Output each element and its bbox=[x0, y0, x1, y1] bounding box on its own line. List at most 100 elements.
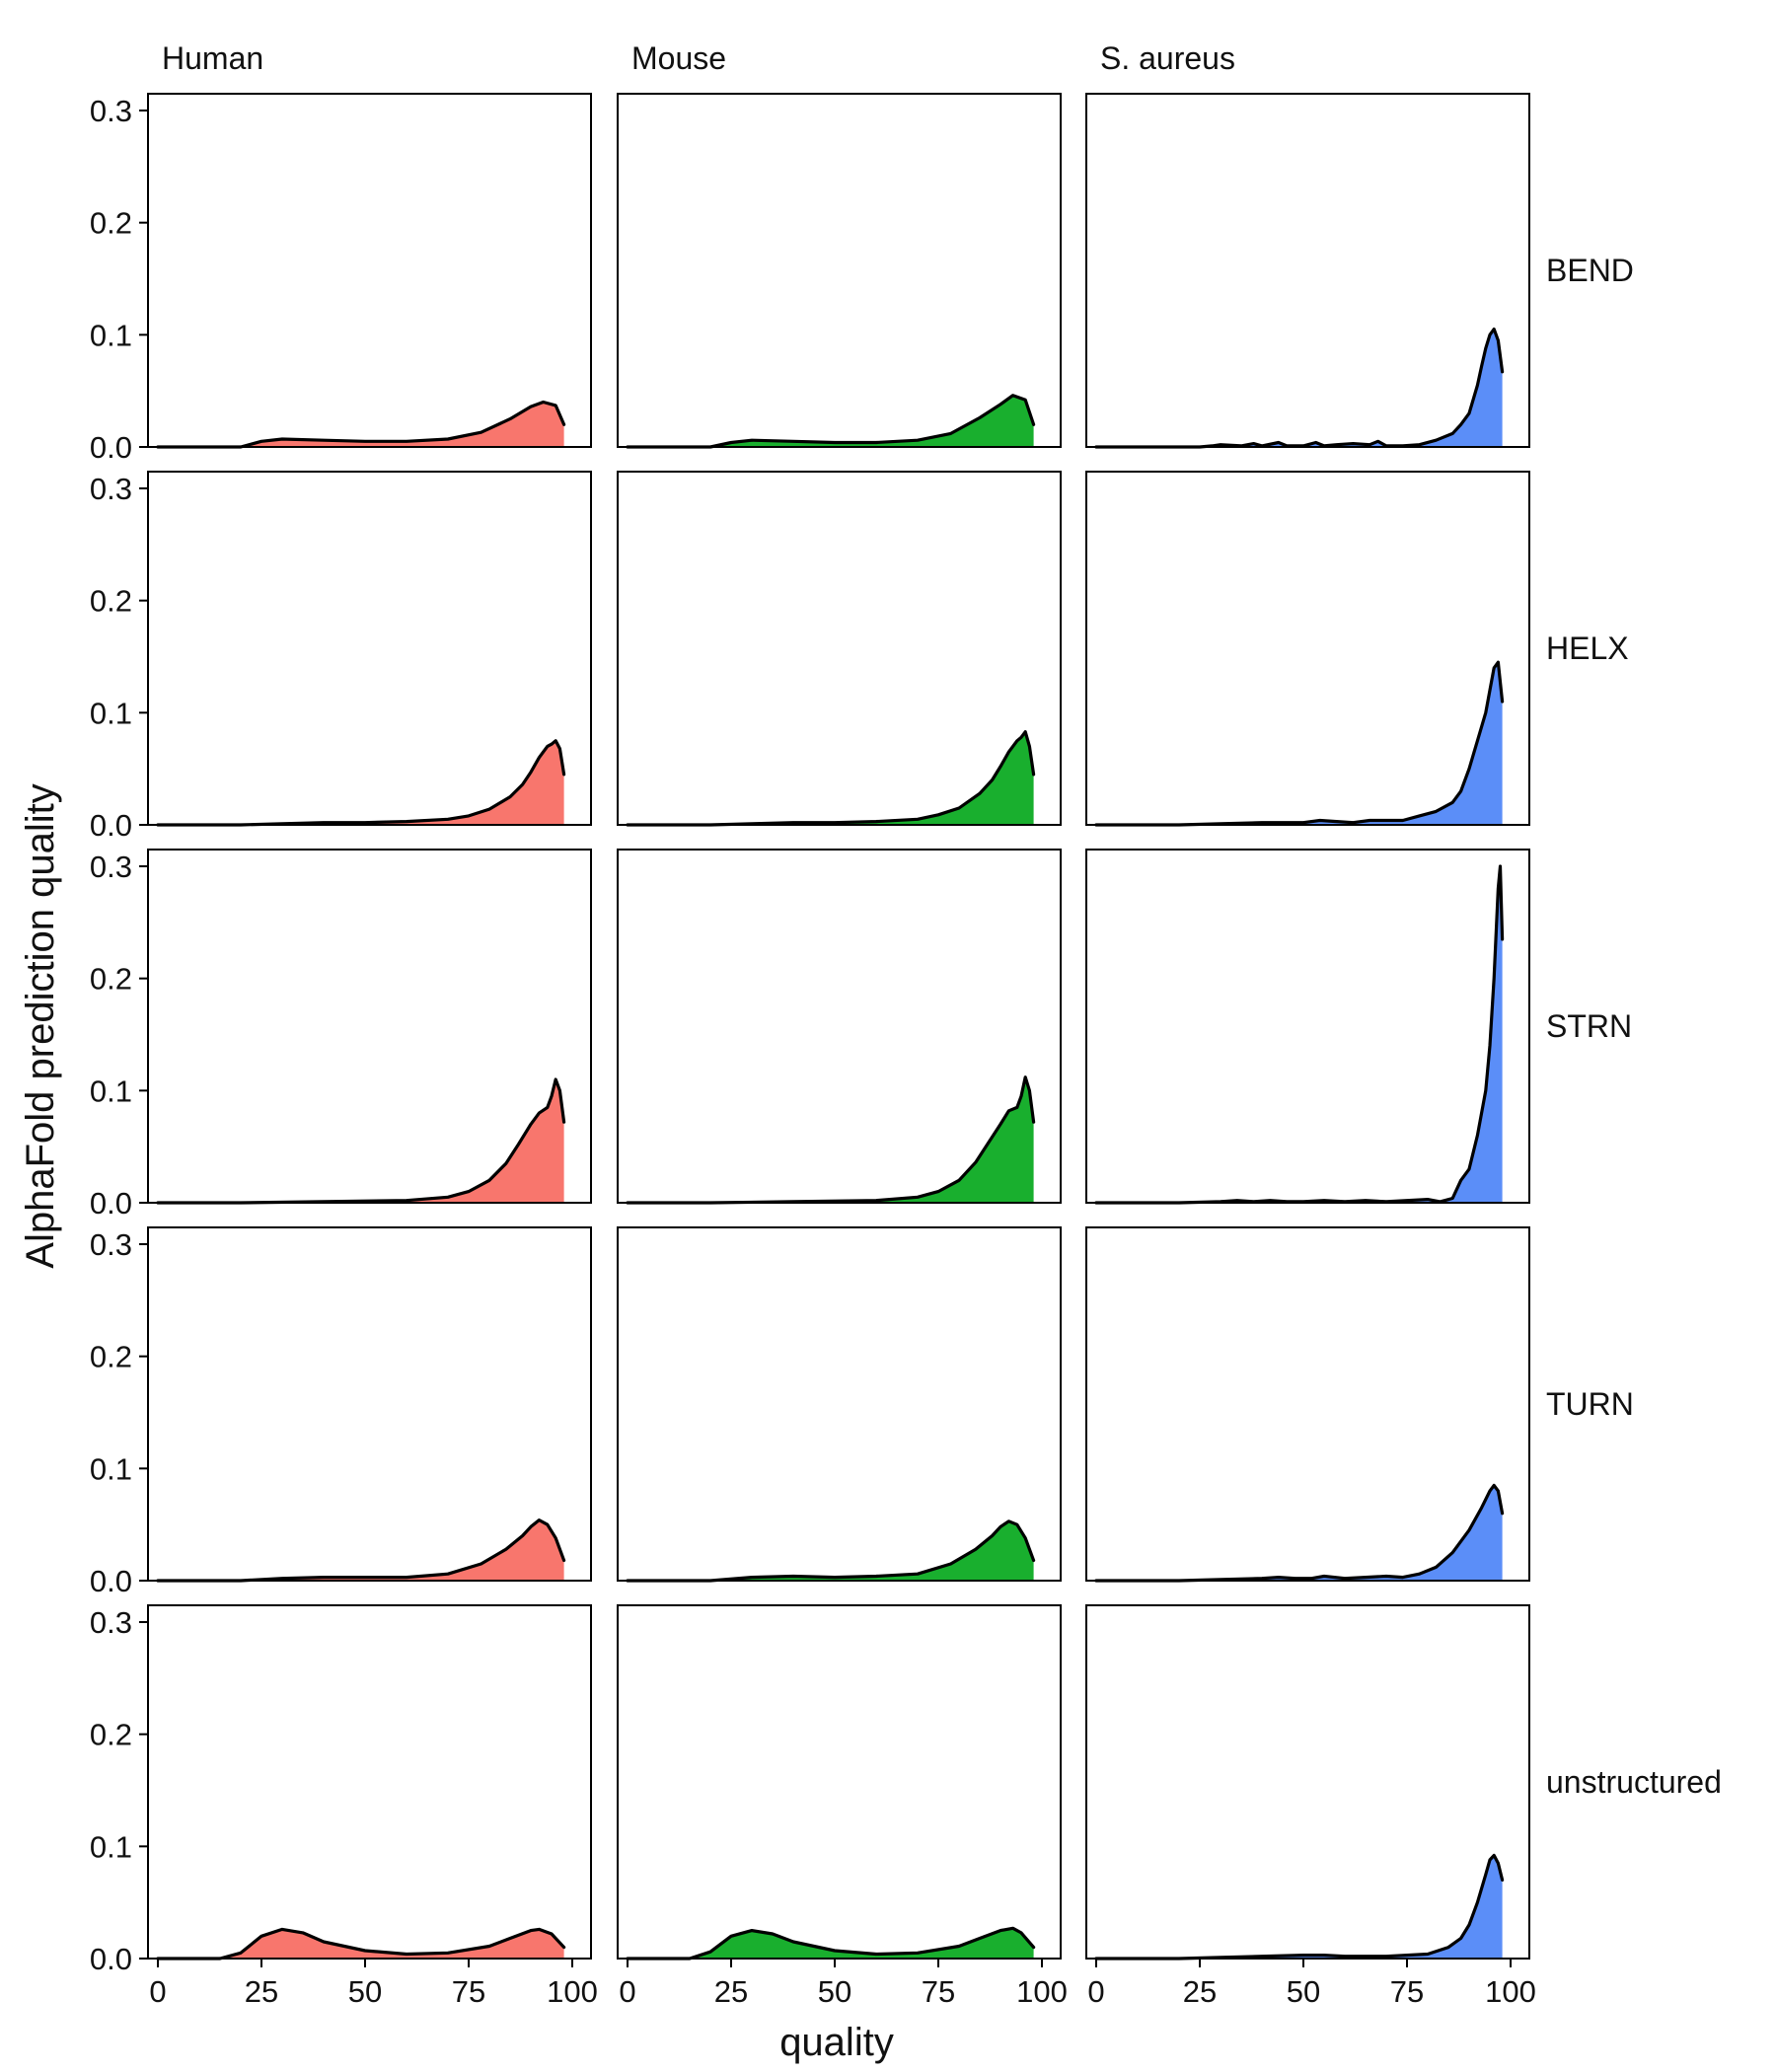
density-line bbox=[1094, 1483, 1505, 1583]
density-area bbox=[628, 1520, 1034, 1581]
y-tick-label: 0.3 bbox=[90, 850, 132, 884]
panel-bend-human: 0.0 0.1 0.2 0.3 bbox=[90, 93, 592, 465]
y-tick-label: 0.0 bbox=[90, 430, 132, 465]
panel-border bbox=[147, 1604, 592, 1960]
y-tick-label: 0.3 bbox=[90, 1605, 132, 1640]
panel-border bbox=[147, 471, 592, 826]
density-area bbox=[1096, 1485, 1503, 1581]
y-axis-title: AlphaFold prediction quality bbox=[19, 783, 62, 1268]
y-tick-label: 0.1 bbox=[90, 1073, 132, 1108]
x-tick-label: 25 bbox=[714, 1974, 748, 2009]
density-area bbox=[158, 1519, 564, 1581]
x-tick-label: 0 bbox=[619, 1974, 635, 2009]
panel-helx-s-aureus bbox=[1085, 471, 1530, 827]
panel-bend-mouse bbox=[617, 93, 1062, 449]
density-line bbox=[1094, 328, 1505, 449]
density-area bbox=[158, 1929, 564, 1959]
y-tick-label: 0.0 bbox=[90, 808, 132, 843]
y-tick-label: 0.1 bbox=[90, 1451, 132, 1486]
panel-turn-s-aureus bbox=[1085, 1226, 1530, 1583]
density-line bbox=[1094, 660, 1505, 827]
y-tick-label: 0.1 bbox=[90, 318, 132, 352]
x-tick-label: 0 bbox=[1087, 1974, 1104, 2009]
panel-border bbox=[617, 1604, 1062, 1960]
panel-border bbox=[1085, 93, 1530, 448]
panel-border bbox=[617, 849, 1062, 1204]
y-tick-label: 0.1 bbox=[90, 1829, 132, 1864]
density-area bbox=[628, 395, 1034, 447]
panel-border bbox=[147, 93, 592, 448]
density-line bbox=[1094, 864, 1505, 1205]
density-area bbox=[1096, 866, 1503, 1203]
row-label-strn: STRN bbox=[1546, 1008, 1632, 1044]
density-area bbox=[628, 731, 1034, 825]
density-area bbox=[158, 1079, 564, 1203]
density-area bbox=[1096, 329, 1503, 447]
panel-unstructured-mouse: 0 25 50 75 100 bbox=[617, 1604, 1068, 2009]
y-tick-label: 0.1 bbox=[90, 696, 132, 730]
row-label-unstructured: unstructured bbox=[1546, 1764, 1722, 1800]
y-tick-label: 0.0 bbox=[90, 1564, 132, 1598]
row-label-bend: BEND bbox=[1546, 253, 1634, 288]
density-area bbox=[1096, 1855, 1503, 1959]
y-tick-label: 0.2 bbox=[90, 1718, 132, 1752]
density-area bbox=[158, 402, 564, 447]
density-line bbox=[156, 1077, 566, 1205]
density-line bbox=[1094, 1853, 1505, 1961]
panel-border bbox=[1085, 1226, 1530, 1582]
x-tick-label: 50 bbox=[348, 1974, 382, 2009]
x-tick-label: 50 bbox=[818, 1974, 851, 2009]
panel-strn-human: 0.0 0.1 0.2 0.3 bbox=[90, 849, 592, 1221]
density-line bbox=[156, 739, 566, 827]
x-tick-label: 75 bbox=[452, 1974, 485, 2009]
y-tick-label: 0.2 bbox=[90, 584, 132, 619]
panel-border bbox=[617, 93, 1062, 448]
panel-border bbox=[617, 471, 1062, 826]
y-tick-label: 0.2 bbox=[90, 962, 132, 997]
density-area bbox=[158, 740, 564, 825]
panel-strn-s-aureus bbox=[1085, 849, 1530, 1205]
density-line bbox=[156, 1927, 566, 1961]
panel-turn-mouse bbox=[617, 1226, 1062, 1583]
panel-bend-s-aureus bbox=[1085, 93, 1530, 449]
x-axis-title: quality bbox=[779, 2021, 894, 2064]
panel-border bbox=[147, 849, 592, 1204]
density-line bbox=[156, 1517, 566, 1583]
y-tick-label: 0.2 bbox=[90, 206, 132, 241]
panel-strn-mouse bbox=[617, 849, 1062, 1205]
column-label-s-aureus: S. aureus bbox=[1100, 40, 1235, 76]
panel-border bbox=[617, 1226, 1062, 1582]
y-tick-label: 0.2 bbox=[90, 1340, 132, 1374]
y-tick-label: 0.0 bbox=[90, 1186, 132, 1221]
y-tick-label: 0.0 bbox=[90, 1942, 132, 1976]
density-line bbox=[626, 1519, 1036, 1583]
panel-unstructured-human: 0.0 0.1 0.2 0.3 0 25 50 75 100 bbox=[90, 1604, 598, 2009]
density-line bbox=[626, 730, 1036, 827]
density-line bbox=[626, 394, 1036, 449]
density-area bbox=[1096, 662, 1503, 825]
panel-border bbox=[147, 1226, 592, 1582]
row-label-turn: TURN bbox=[1546, 1386, 1634, 1422]
x-tick-label: 100 bbox=[1485, 1974, 1536, 2009]
panel-border bbox=[1085, 849, 1530, 1204]
x-tick-label: 25 bbox=[245, 1974, 278, 2009]
panel-border bbox=[1085, 1604, 1530, 1960]
panel-helx-mouse bbox=[617, 471, 1062, 827]
y-tick-label: 0.3 bbox=[90, 472, 132, 506]
density-area bbox=[628, 1076, 1034, 1203]
x-tick-label: 100 bbox=[1016, 1974, 1068, 2009]
panel-grid: Human Mouse S. aureus BEND HELX STRN TURN unstr… bbox=[90, 40, 1722, 2009]
column-label-human: Human bbox=[162, 40, 263, 76]
column-label-mouse: Mouse bbox=[631, 40, 726, 76]
row-label-helx: HELX bbox=[1546, 630, 1629, 666]
x-tick-label: 25 bbox=[1183, 1974, 1217, 2009]
panel-unstructured-s-aureus: 0 25 50 75 100 bbox=[1085, 1604, 1536, 2009]
y-tick-label: 0.3 bbox=[90, 1227, 132, 1262]
x-tick-label: 75 bbox=[1390, 1974, 1424, 2009]
y-tick-label: 0.3 bbox=[90, 94, 132, 128]
density-line bbox=[626, 1926, 1036, 1961]
x-tick-label: 75 bbox=[922, 1974, 955, 2009]
panel-border bbox=[1085, 471, 1530, 826]
density-line bbox=[626, 1075, 1036, 1205]
